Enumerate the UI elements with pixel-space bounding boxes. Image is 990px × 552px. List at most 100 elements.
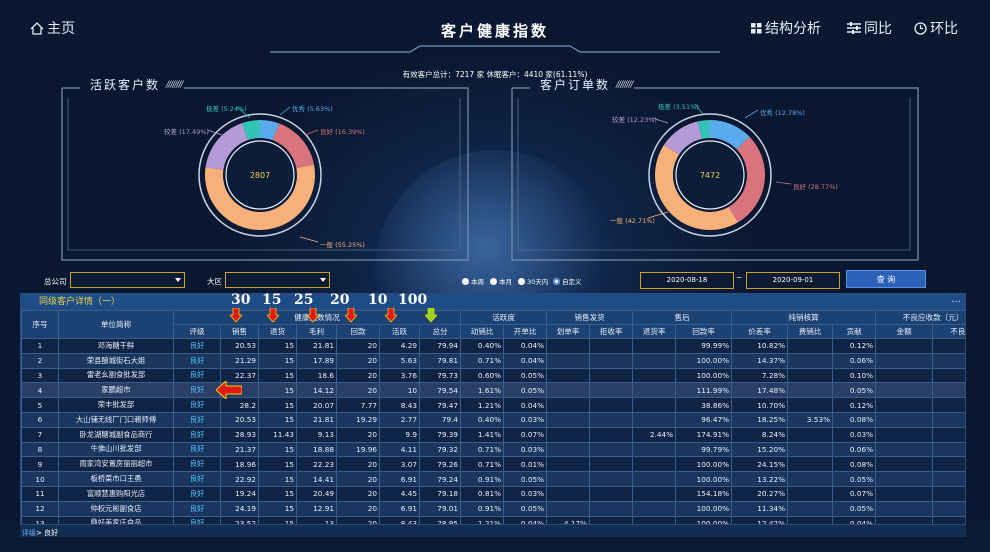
donut-slice[interactable] (242, 120, 260, 140)
more-options-button[interactable]: ... (951, 294, 961, 305)
table-row[interactable]: 4 家鹏超市 良好 15 14.12 20 10 79.54 1.61% 0.05% 111.99%… (21, 382, 965, 399)
table-cell: 21.37 (220, 441, 259, 458)
table-cell: 0.40% (460, 411, 505, 428)
table-cell: 96.47% (675, 411, 733, 428)
table-cell: 0.10% (832, 367, 877, 384)
radio-label: 本周 (471, 278, 484, 286)
donut-slice[interactable] (664, 121, 702, 155)
subheader-cell: 开单比 (503, 324, 548, 339)
donut-center-value: 2807 (250, 171, 270, 180)
rating-link[interactable]: 良好 (173, 397, 221, 413)
subheader-cell: 金额 (875, 324, 934, 339)
rating-link[interactable]: 良好 (173, 471, 221, 487)
table-cell: 9.9 (379, 426, 420, 443)
table-row[interactable]: 13 鼎好美家庄食品 良好 23.52 15 13 20 8.43 78.95 1.21% 0.04… (21, 515, 965, 524)
table-cell (787, 397, 834, 413)
table-cell: 14.12 (296, 382, 337, 399)
breadcrumb-current: 良好 (44, 529, 59, 537)
donut-slice[interactable] (205, 122, 249, 170)
rating-link[interactable]: 良好 (173, 367, 221, 384)
donut-slice[interactable] (728, 136, 765, 223)
table-row[interactable]: 6 大山铺无线厂门口赖师傅 良好 20.53 15 21.81 19.29 2.77 79.4 0… (21, 411, 965, 428)
donut-center-value: 7472 (700, 171, 720, 180)
mom-button[interactable]: 环比 (914, 18, 958, 38)
left-arrow-icon (216, 381, 242, 399)
rating-link[interactable]: 良好 (173, 515, 221, 524)
down-arrow-icon (230, 308, 242, 323)
weight-sales: 30 (231, 292, 251, 308)
table-cell: 15 (258, 411, 297, 428)
table-row[interactable]: 11 富顺慧惠购阳光店 良好 19.24 15 20.49 20 4.45 79.18 0.81%… (21, 485, 965, 502)
table-cell: 15 (258, 515, 297, 524)
table-cell (632, 382, 677, 399)
radio-icon (490, 277, 497, 285)
donut-slice[interactable] (655, 144, 738, 230)
donut-slice[interactable] (260, 120, 280, 141)
table-row[interactable]: 2 荣县酿城街石大姐 良好 21.29 15 17.89 20 5.63 79.81 0.71% 0… (21, 352, 965, 369)
table-row[interactable]: 5 荣丰批发部 良好 28.2 15 20.07 7.77 8.43 79.47 1.21% 0.0… (21, 397, 965, 413)
structure-analysis-button[interactable]: 结构分析 (751, 18, 821, 38)
donut-slice[interactable] (205, 164, 315, 231)
table-row[interactable]: 3 雷老幺副食批发部 良好 22.37 15 18.6 20 3.76 79.73 0.60% 0.… (21, 367, 965, 384)
table-cell: 15 (258, 485, 297, 502)
table-cell: 20 (336, 367, 380, 384)
table-cell: 荣丰批发部 (58, 397, 174, 413)
rating-link[interactable]: 良好 (173, 426, 221, 443)
home-button[interactable]: 主页 (30, 18, 75, 38)
table-cell (546, 471, 591, 487)
donut-slice[interactable] (710, 120, 750, 150)
breadcrumb-root[interactable]: 评级 (22, 529, 36, 537)
table-cell: 20 (336, 426, 380, 443)
table-cell: 17.48% (731, 382, 789, 399)
rating-link[interactable]: 良好 (173, 382, 221, 399)
subheader-cell: 回款率 (675, 324, 733, 339)
date-from-input[interactable]: 2020-08-18 (640, 272, 734, 289)
date-to-input[interactable]: 2020-09-01 (746, 272, 840, 289)
donut-slice[interactable] (272, 123, 315, 169)
active-customers-title: 活跃客户数 (90, 78, 161, 92)
weight-activity: 10 (368, 292, 388, 308)
table-row[interactable]: 12 仲权元彬副食店 良好 24.19 15 12.91 20 6.91 79.01 0.91% 0… (21, 500, 965, 517)
down-arrow-icon (267, 308, 279, 323)
table-cell (932, 426, 965, 443)
table-cell (546, 500, 591, 517)
rating-link[interactable]: 良好 (173, 441, 221, 458)
donut-slice[interactable] (697, 120, 710, 139)
table-cell (875, 367, 934, 384)
table-row[interactable]: 9 雨家湾安置房丽丽超市 良好 18.96 15 22.23 20 3.07 79.26 0.71… (21, 456, 965, 473)
table-cell: 6.91 (379, 500, 420, 517)
radio-30-days[interactable]: 30天内 (518, 276, 548, 286)
table-cell: 邓海糖干鲜 (58, 338, 174, 354)
company-select[interactable] (70, 272, 185, 288)
down-arrow-icon (345, 308, 357, 323)
table-row[interactable]: 7 卧龙湖糖城副食品商行 良好 28.93 11.43 9.13 20 9.9 79.39 1.4… (21, 426, 965, 443)
radio-this-week[interactable]: 本周 (462, 276, 484, 286)
table-row[interactable]: 8 牛佛山川批发部 良好 21.37 15 18.88 19.96 4.11 79.32 0.71… (21, 441, 965, 458)
rating-link[interactable]: 良好 (173, 456, 221, 473)
table-cell: 79.26 (418, 456, 462, 473)
rating-link[interactable]: 良好 (173, 411, 221, 428)
radio-custom[interactable]: 自定义 (553, 276, 582, 286)
yoy-button[interactable]: 同比 (847, 18, 892, 38)
rating-link[interactable]: 良好 (173, 485, 221, 502)
table-cell: 79.73 (418, 367, 462, 384)
table-cell: 19.29 (336, 411, 380, 428)
donut-center (225, 140, 295, 210)
table-row[interactable]: 1 邓海糖干鲜 良好 20.53 15 21.81 20 4.29 79.94 0.40% 0.04… (21, 338, 965, 354)
table-row[interactable]: 10 板桥菜市口王勇 良好 22.92 15 14.41 20 6.91 79.24 0.91% 0… (21, 471, 965, 487)
table-cell: 15 (258, 397, 297, 413)
home-icon (30, 21, 44, 35)
rating-link[interactable]: 良好 (173, 500, 221, 517)
table-cell: 79.4 (418, 411, 462, 428)
rating-link[interactable]: 良好 (173, 338, 221, 354)
donut-outer-ring (198, 113, 322, 237)
table-cell: 79.18 (418, 485, 462, 502)
rating-link[interactable]: 良好 (173, 352, 221, 369)
radio-this-month[interactable]: 本月 (490, 276, 512, 286)
table-cell: 154.18% (675, 485, 733, 502)
table-cell: 79.81 (418, 352, 462, 369)
breadcrumb-bar (20, 525, 966, 537)
query-button[interactable]: 查 询 (846, 270, 926, 288)
region-select[interactable] (225, 272, 330, 288)
table-cell: 11.34% (731, 500, 789, 517)
